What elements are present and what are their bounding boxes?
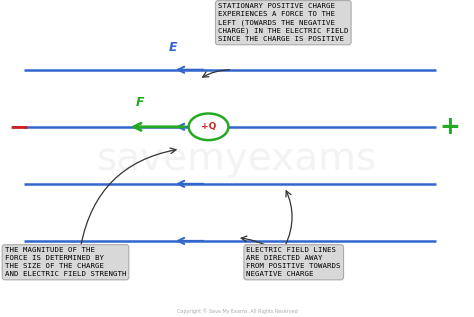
Text: −: − xyxy=(9,115,29,139)
Text: +: + xyxy=(440,115,461,139)
Text: E: E xyxy=(169,41,177,54)
Text: Copyright © Save My Exams. All Rights Reserved: Copyright © Save My Exams. All Rights Re… xyxy=(177,308,297,314)
Text: THE MAGNITUDE OF THE
FORCE IS DETERMINED BY
THE SIZE OF THE CHARGE
AND ELECTRIC : THE MAGNITUDE OF THE FORCE IS DETERMINED… xyxy=(5,247,126,277)
Text: +Q: +Q xyxy=(201,122,216,131)
Text: savemyexams: savemyexams xyxy=(97,139,377,178)
Circle shape xyxy=(189,113,228,140)
Text: STATIONARY POSITIVE CHARGE
EXPERIENCES A FORCE TO THE
LEFT (TOWARDS THE NEGATIVE: STATIONARY POSITIVE CHARGE EXPERIENCES A… xyxy=(218,3,348,42)
Text: F: F xyxy=(136,96,144,109)
Text: ELECTRIC FIELD LINES
ARE DIRECTED AWAY
FROM POSITIVE TOWARDS
NEGATIVE CHARGE: ELECTRIC FIELD LINES ARE DIRECTED AWAY F… xyxy=(246,247,341,277)
